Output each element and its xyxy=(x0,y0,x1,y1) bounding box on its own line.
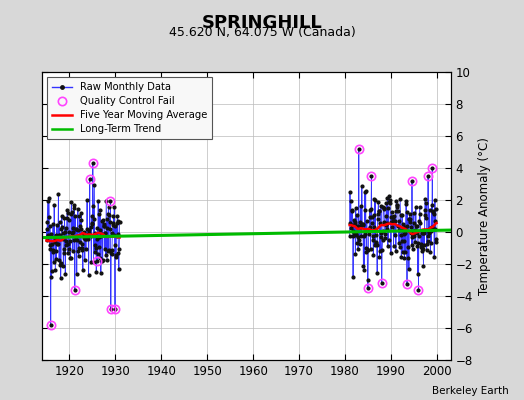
Y-axis label: Temperature Anomaly (°C): Temperature Anomaly (°C) xyxy=(478,137,492,295)
Text: Berkeley Earth: Berkeley Earth xyxy=(432,386,508,396)
Text: SPRINGHILL: SPRINGHILL xyxy=(202,14,322,32)
Text: 45.620 N, 64.075 W (Canada): 45.620 N, 64.075 W (Canada) xyxy=(169,26,355,39)
Legend: Raw Monthly Data, Quality Control Fail, Five Year Moving Average, Long-Term Tren: Raw Monthly Data, Quality Control Fail, … xyxy=(47,77,212,139)
